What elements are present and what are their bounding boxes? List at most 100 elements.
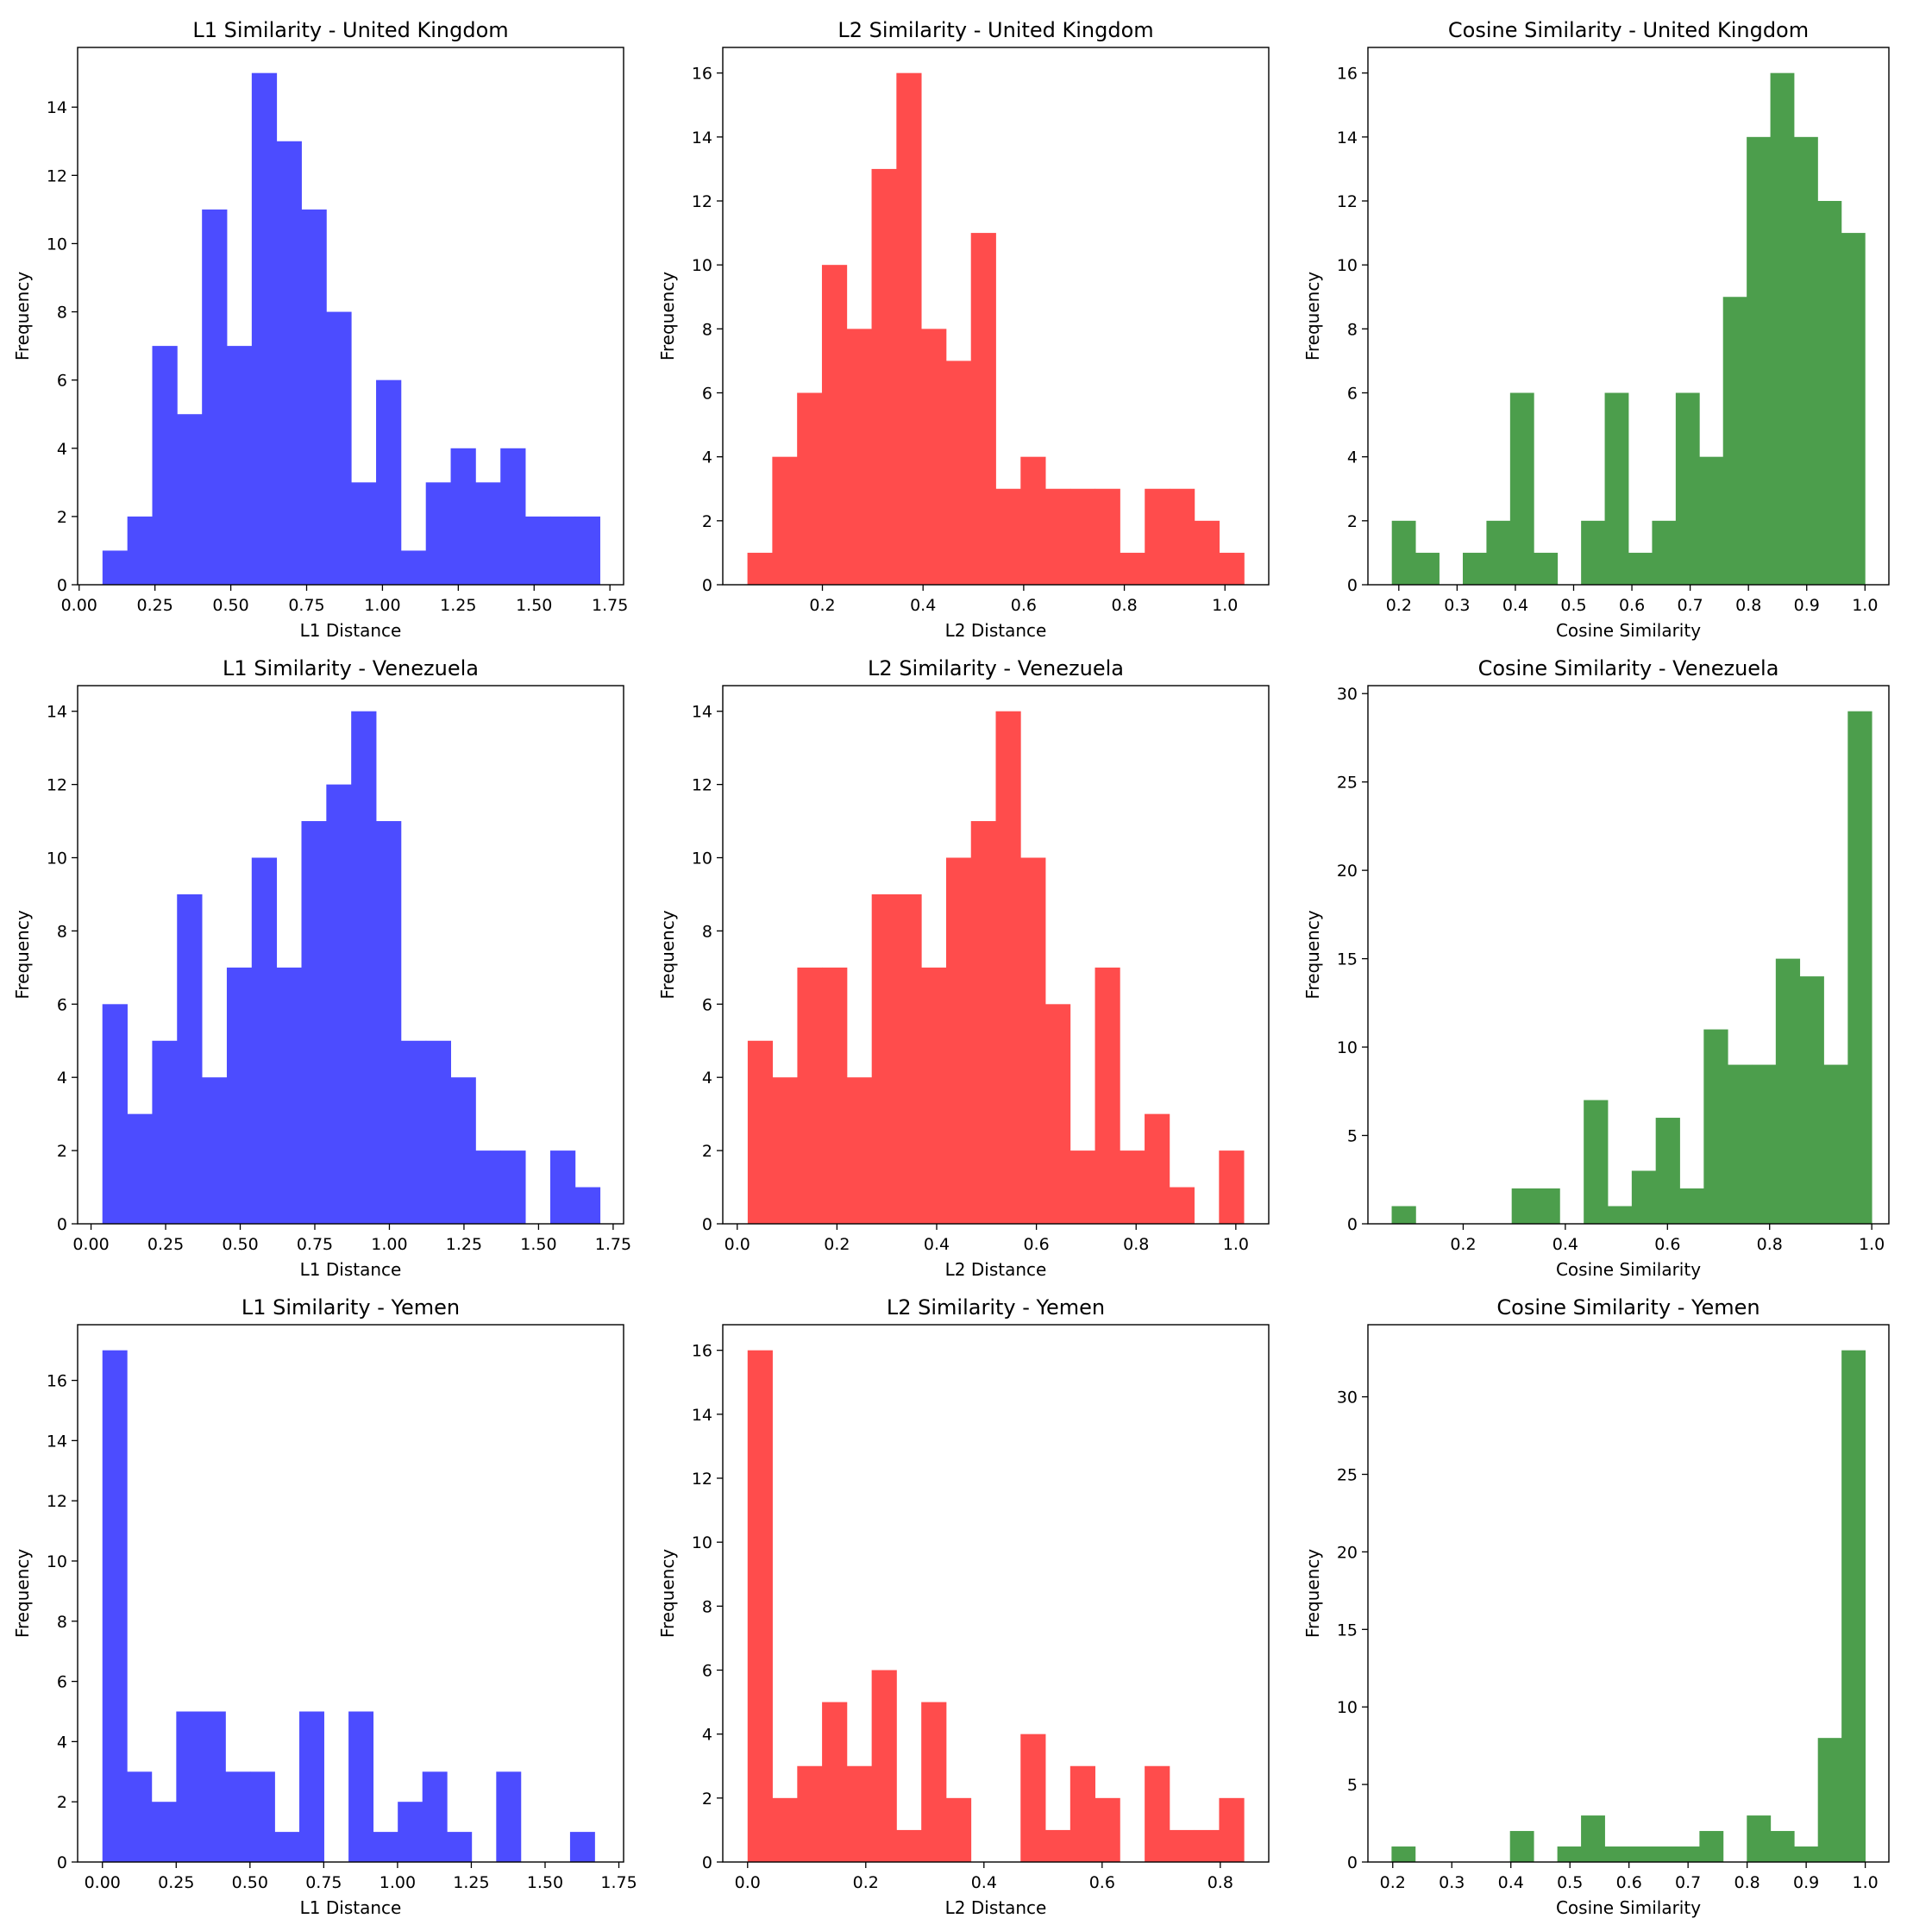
histogram-bar: [1752, 1064, 1777, 1224]
histogram-bar: [1557, 1846, 1582, 1862]
histogram-bar: [225, 1771, 251, 1862]
y-tick-label: 5: [1347, 1127, 1358, 1146]
histogram-bar: [525, 516, 551, 585]
histogram-bar: [226, 967, 253, 1224]
histogram-bar: [276, 141, 302, 585]
x-tick-label: 1.75: [595, 1235, 631, 1254]
x-tick-label: 1.0: [1212, 596, 1238, 615]
histogram-bar: [1169, 1187, 1195, 1224]
y-tick-label: 6: [702, 1662, 712, 1681]
histogram-bar: [1462, 552, 1487, 585]
x-tick-label: 0.6: [1089, 1873, 1115, 1892]
y-tick-label: 4: [702, 448, 712, 467]
x-tick-label: 0.2: [1386, 596, 1412, 615]
x-tick-label: 0.5: [1557, 1873, 1583, 1892]
y-axis-label: Frequency: [657, 272, 678, 360]
histogram-bar: [1194, 1829, 1220, 1862]
y-axis-label: Frequency: [1302, 910, 1323, 999]
y-tick-label: 16: [692, 65, 712, 84]
y-tick-label: 8: [57, 922, 67, 941]
y-tick-label: 25: [1337, 774, 1358, 793]
histogram-bar: [1070, 1150, 1095, 1224]
histogram-panel-9: 0.2 0.3 0.4 0.5 0.6 0.7 0.8 0.9 1.0 0 5 10 15 20 25 30 C…: [1302, 1295, 1890, 1918]
histogram-bar: [549, 516, 576, 585]
histogram-bar: [398, 1802, 423, 1862]
y-tick-label: 12: [47, 1492, 67, 1511]
histogram-bar: [797, 392, 823, 585]
histogram-bar: [251, 857, 278, 1224]
x-tick-label: 0.00: [61, 596, 97, 615]
y-tick-label: 0: [1347, 576, 1358, 595]
histogram-bar: [127, 1113, 153, 1224]
y-tick-label: 5: [1347, 1776, 1358, 1795]
axes-frame: [77, 47, 624, 586]
axes-frame: [1367, 47, 1890, 586]
histogram-bar: [1747, 1815, 1772, 1862]
histogram-bar: [496, 1771, 522, 1862]
histogram-bar: [821, 265, 848, 585]
histogram-bar: [921, 329, 947, 585]
x-tick-label: 0.0: [735, 1873, 761, 1892]
histogram-bar: [1070, 488, 1096, 585]
y-tick-label: 14: [692, 1406, 712, 1425]
y-tick-label: 30: [1337, 1389, 1358, 1407]
y-tick-label: 30: [1337, 685, 1358, 704]
x-tick-label: 0.2: [1450, 1235, 1476, 1254]
histogram-panel-3: 0.2 0.3 0.4 0.5 0.6 0.7 0.8 0.9 1.0 0 2 4 6 8 10 12 14 16…: [1302, 18, 1890, 641]
x-tick-label: 0.50: [232, 1873, 268, 1892]
x-tick-label: 0.50: [212, 596, 248, 615]
chart-title: L2 Similarity - Venezuela: [868, 656, 1124, 680]
histogram-bar: [1823, 1064, 1848, 1224]
x-axis-label: Cosine Similarity: [1556, 1259, 1701, 1280]
histogram-bar: [274, 1832, 300, 1862]
histogram-bar: [326, 311, 352, 585]
histogram-bar: [376, 379, 402, 585]
y-axis-label: Frequency: [657, 1549, 678, 1638]
histogram-bar: [102, 1004, 128, 1224]
histogram-bar: [447, 1832, 473, 1862]
x-tick-label: 0.00: [85, 1873, 121, 1892]
y-tick-label: 8: [57, 1613, 67, 1632]
y-axis-label: Frequency: [12, 1549, 33, 1638]
y-tick-label: 0: [1347, 1215, 1358, 1234]
chart-title: Cosine Similarity - United Kingdom: [1448, 18, 1809, 42]
axes-frame: [1367, 685, 1890, 1225]
y-tick-label: 14: [1337, 129, 1358, 147]
y-tick-label: 10: [692, 256, 712, 275]
x-axis-label: L1 Distance: [300, 1897, 402, 1918]
histogram-bar: [1747, 136, 1771, 585]
histogram-bar: [772, 456, 798, 585]
histogram-bar: [127, 516, 153, 585]
histogram-bar: [1841, 233, 1866, 585]
histogram-bar: [177, 414, 203, 585]
x-tick-label: 0.8: [1111, 596, 1137, 615]
histogram-bar: [1699, 1831, 1724, 1862]
x-tick-label: 0.4: [1552, 1235, 1578, 1254]
histogram-bar: [1020, 456, 1046, 585]
y-tick-label: 10: [47, 1552, 67, 1571]
x-tick-label: 0.4: [924, 1235, 950, 1254]
y-tick-label: 4: [702, 1726, 712, 1745]
histogram-bar: [896, 1829, 922, 1862]
y-tick-label: 8: [1347, 320, 1358, 339]
y-tick-label: 8: [57, 304, 67, 323]
histogram-panel-7: 0.00 0.25 0.50 0.75 1.00 1.25 1.50 1.75 0 2 4 6 8 10 1…: [12, 1295, 637, 1918]
x-tick-label: 0.8: [1757, 1235, 1783, 1254]
histogram-bar: [202, 209, 228, 585]
histogram-bar: [152, 1040, 178, 1224]
histogram-bar: [1675, 1846, 1700, 1862]
histogram-bar: [376, 821, 402, 1224]
histogram-bar: [422, 1771, 448, 1862]
histogram-panel-1: 0.00 0.25 0.50 0.75 1.00 1.25 1.50 1.75 0 2 4 6 8 10 1…: [12, 18, 628, 641]
y-tick-label: 14: [692, 129, 712, 147]
x-tick-label: 0.4: [1502, 596, 1528, 615]
histogram-bar: [351, 711, 377, 1224]
histogram-bar: [177, 893, 203, 1224]
histogram-bar: [151, 1802, 177, 1862]
x-tick-label: 1.0: [1859, 1235, 1885, 1254]
y-tick-label: 14: [692, 703, 712, 722]
x-tick-label: 0.0: [724, 1235, 750, 1254]
histogram-bar: [152, 346, 178, 585]
histogram-bar: [970, 233, 996, 585]
histogram-bar: [1722, 297, 1747, 585]
